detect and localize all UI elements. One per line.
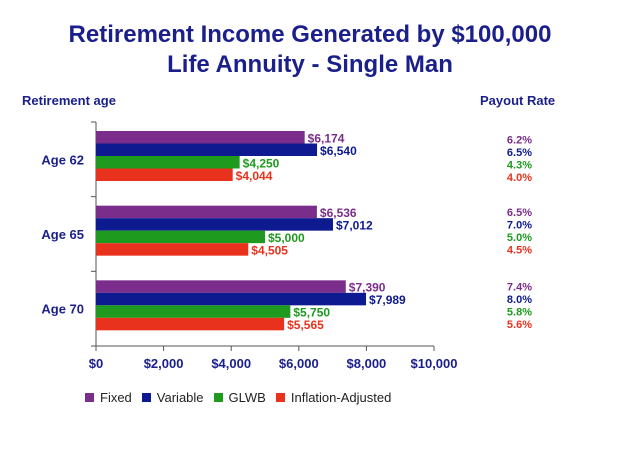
bar-value-label: $7,012 bbox=[336, 218, 373, 232]
bar bbox=[96, 317, 285, 331]
payout-rate-value: 8.0% bbox=[507, 294, 532, 306]
payout-rate-value: 6.5% bbox=[507, 207, 532, 219]
legend-label: Inflation-Adjusted bbox=[290, 389, 392, 405]
bar bbox=[96, 131, 305, 144]
payout-rate-value: 4.3% bbox=[507, 159, 532, 171]
bar-value-label: $5,750 bbox=[293, 306, 330, 320]
bar-value-label: $6,536 bbox=[320, 206, 357, 220]
bar bbox=[96, 156, 240, 169]
category-label: Age 65 bbox=[41, 227, 84, 242]
payout-rate-value: 5.8% bbox=[507, 307, 532, 319]
x-tick-label: $8,000 bbox=[347, 356, 387, 371]
category-label: Age 62 bbox=[41, 152, 84, 167]
bar bbox=[96, 143, 318, 156]
payout-rate-value: 5.6% bbox=[507, 319, 532, 331]
bar-value-label: $6,174 bbox=[308, 131, 345, 145]
chart-legend: Fixed Variable GLWB Inflation-Adjusted bbox=[85, 389, 401, 405]
legend-label: Fixed bbox=[100, 389, 132, 405]
bar bbox=[96, 218, 334, 231]
x-tick-label: $0 bbox=[89, 356, 103, 371]
bar-value-label: $4,250 bbox=[243, 156, 280, 170]
x-tick-label: $4,000 bbox=[211, 356, 251, 371]
bar bbox=[96, 280, 346, 293]
payout-rate-header: Payout Rate bbox=[480, 93, 556, 108]
legend-label: Variable bbox=[156, 389, 204, 405]
x-tick-label: $6,000 bbox=[279, 356, 319, 371]
payout-rate-value: 4.0% bbox=[507, 172, 532, 184]
bar bbox=[96, 243, 249, 256]
legend-swatch bbox=[213, 392, 223, 402]
x-tick-label: $2,000 bbox=[144, 356, 184, 371]
payout-rate-value: 5.0% bbox=[507, 232, 532, 244]
bar-value-label: $4,044 bbox=[236, 169, 273, 183]
retirement-age-header: Retirement age bbox=[22, 93, 116, 108]
bar-value-label: $7,390 bbox=[349, 281, 386, 295]
payout-rate-value: 6.2% bbox=[507, 134, 532, 146]
bar-value-label: $5,000 bbox=[268, 231, 305, 245]
bar bbox=[96, 305, 291, 318]
bar-value-label: $7,989 bbox=[369, 293, 406, 307]
bar bbox=[96, 230, 265, 244]
category-label: Age 70 bbox=[41, 302, 84, 317]
legend-item: Inflation-Adjusted bbox=[275, 389, 392, 405]
payout-rate-value: 4.5% bbox=[507, 244, 532, 256]
legend-label: GLWB bbox=[228, 389, 266, 405]
chart-title-line1: Retirement Income Generated by $100,000 bbox=[68, 21, 552, 48]
payout-rate-value: 6.5% bbox=[507, 147, 532, 159]
legend-item: Fixed bbox=[85, 390, 132, 405]
bar bbox=[96, 205, 317, 219]
bar-value-label: $5,565 bbox=[287, 318, 324, 332]
bar-value-label: $4,505 bbox=[251, 243, 288, 257]
legend-item: GLWB bbox=[213, 389, 266, 405]
chart-title: Retirement Income Generated by $100,000 … bbox=[0, 20, 620, 80]
x-tick-label: $10,000 bbox=[411, 356, 458, 371]
legend-item: Variable bbox=[141, 389, 204, 405]
bar bbox=[96, 292, 367, 306]
payout-rate-value: 7.4% bbox=[507, 282, 532, 294]
chart-title-line2: Life Annuity - Single Man bbox=[167, 51, 453, 78]
legend-swatch bbox=[141, 392, 151, 402]
legend-swatch bbox=[275, 392, 285, 402]
payout-rate-value: 7.0% bbox=[507, 219, 532, 231]
bar bbox=[96, 168, 233, 181]
legend-swatch bbox=[85, 392, 94, 402]
bar-value-label: $6,540 bbox=[320, 144, 357, 158]
